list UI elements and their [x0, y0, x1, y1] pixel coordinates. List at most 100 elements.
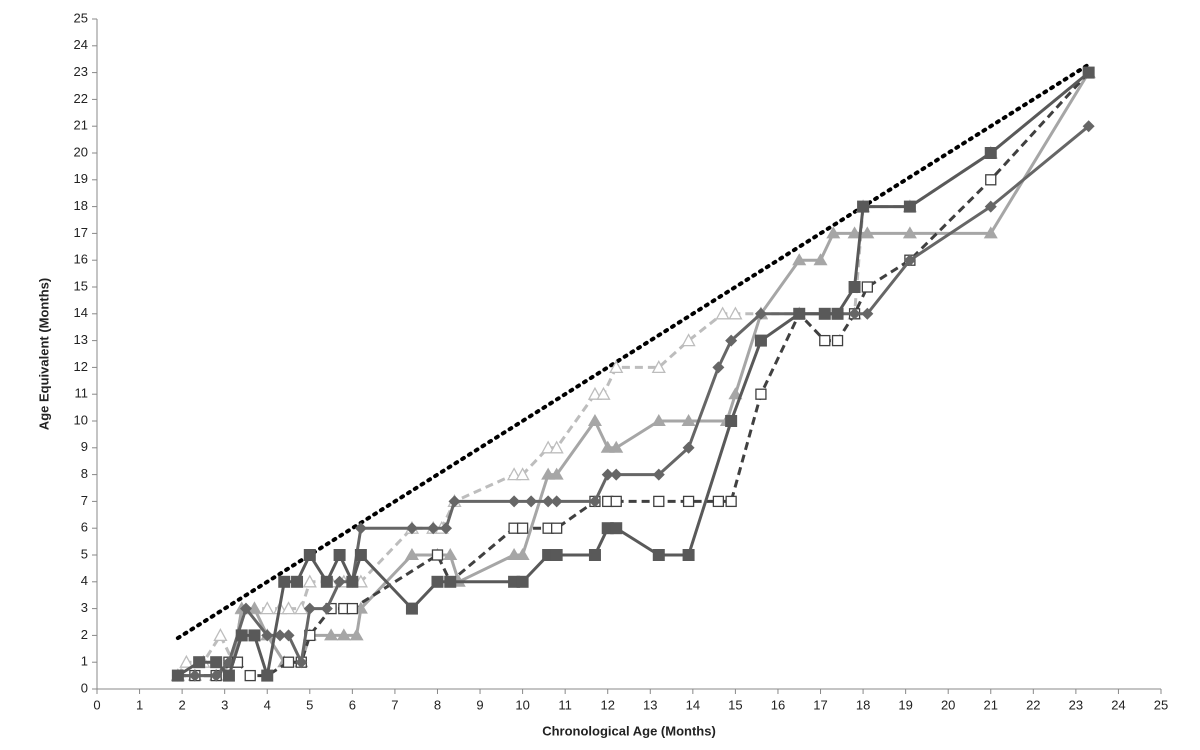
x-tick-label: 5 [306, 697, 313, 712]
x-tick-label: 6 [349, 697, 356, 712]
marker [550, 549, 563, 561]
y-tick-label: 17 [74, 225, 88, 240]
x-tick-label: 2 [179, 697, 186, 712]
marker [247, 601, 262, 614]
y-tick-label: 18 [74, 198, 88, 213]
y-tick-label: 9 [81, 439, 88, 454]
marker [831, 334, 844, 347]
x-tick-label: 12 [600, 697, 614, 712]
x-tick-label: 0 [93, 697, 100, 712]
x-tick-label: 9 [476, 697, 483, 712]
marker [652, 549, 665, 561]
marker [860, 226, 875, 239]
y-tick-label: 11 [75, 386, 89, 401]
marker [294, 601, 309, 615]
x-tick-label: 8 [434, 697, 441, 712]
marker [681, 414, 696, 426]
marker [324, 628, 339, 641]
marker [244, 669, 256, 682]
marker [346, 602, 359, 615]
marker [188, 669, 201, 682]
marker [515, 467, 530, 481]
marker [712, 361, 725, 374]
marker [587, 386, 603, 400]
marker [210, 669, 223, 682]
marker [542, 495, 555, 508]
marker [682, 495, 695, 508]
x-tick-label: 3 [221, 697, 228, 712]
marker [681, 333, 696, 347]
marker [818, 307, 831, 320]
marker [291, 575, 304, 588]
marker [282, 656, 295, 668]
marker [587, 414, 602, 426]
marker [516, 575, 529, 588]
marker [260, 601, 275, 615]
marker [903, 254, 916, 267]
marker [848, 281, 861, 293]
marker [857, 200, 870, 213]
y-tick-label: 13 [74, 332, 88, 347]
marker [826, 226, 841, 239]
marker [848, 307, 861, 320]
x-tick-label: 4 [264, 697, 271, 712]
y-axis-title: Age Equivalent (Months) [36, 278, 51, 430]
marker [516, 522, 529, 534]
marker [239, 602, 252, 615]
marker [213, 628, 228, 642]
marker [610, 468, 623, 481]
marker [274, 629, 287, 642]
marker [715, 306, 730, 320]
marker [609, 440, 624, 453]
marker [588, 495, 601, 508]
marker [1082, 66, 1095, 79]
marker [792, 253, 807, 266]
marker [831, 307, 844, 320]
y-tick-label: 20 [74, 144, 88, 159]
marker [179, 654, 194, 668]
marker [431, 549, 444, 561]
marker [261, 669, 274, 682]
marker [549, 467, 564, 480]
marker [515, 548, 530, 560]
marker [550, 495, 563, 508]
marker [1082, 120, 1095, 133]
marker [610, 495, 622, 508]
x-tick-label: 24 [1111, 697, 1125, 712]
marker [282, 629, 295, 642]
marker [354, 549, 367, 561]
y-tick-label: 1 [81, 654, 88, 669]
marker [609, 360, 624, 374]
y-tick-label: 6 [81, 520, 88, 535]
marker [427, 522, 440, 535]
x-tick-label: 19 [898, 697, 912, 712]
series-line [177, 125, 1090, 678]
marker [725, 334, 738, 347]
marker [320, 602, 333, 615]
y-tick-label: 2 [81, 627, 88, 642]
x-tick-label: 14 [686, 697, 700, 712]
y-tick-label: 12 [74, 359, 88, 374]
marker [984, 200, 997, 213]
marker [755, 388, 767, 400]
y-tick-label: 14 [74, 305, 88, 320]
marker [346, 575, 359, 588]
marker [819, 334, 831, 347]
x-tick-label: 7 [391, 697, 398, 712]
marker [448, 495, 461, 508]
marker [349, 628, 364, 641]
x-tick-label: 21 [984, 697, 998, 712]
y-tick-label: 4 [81, 573, 88, 588]
series-line [175, 62, 1091, 641]
y-tick-label: 22 [74, 91, 88, 106]
x-tick-label: 18 [856, 697, 870, 712]
marker [235, 629, 248, 642]
marker [354, 522, 367, 535]
marker [278, 575, 291, 588]
marker [610, 522, 623, 535]
marker [682, 549, 695, 561]
marker [210, 656, 223, 669]
marker [725, 495, 737, 508]
marker [793, 307, 806, 320]
